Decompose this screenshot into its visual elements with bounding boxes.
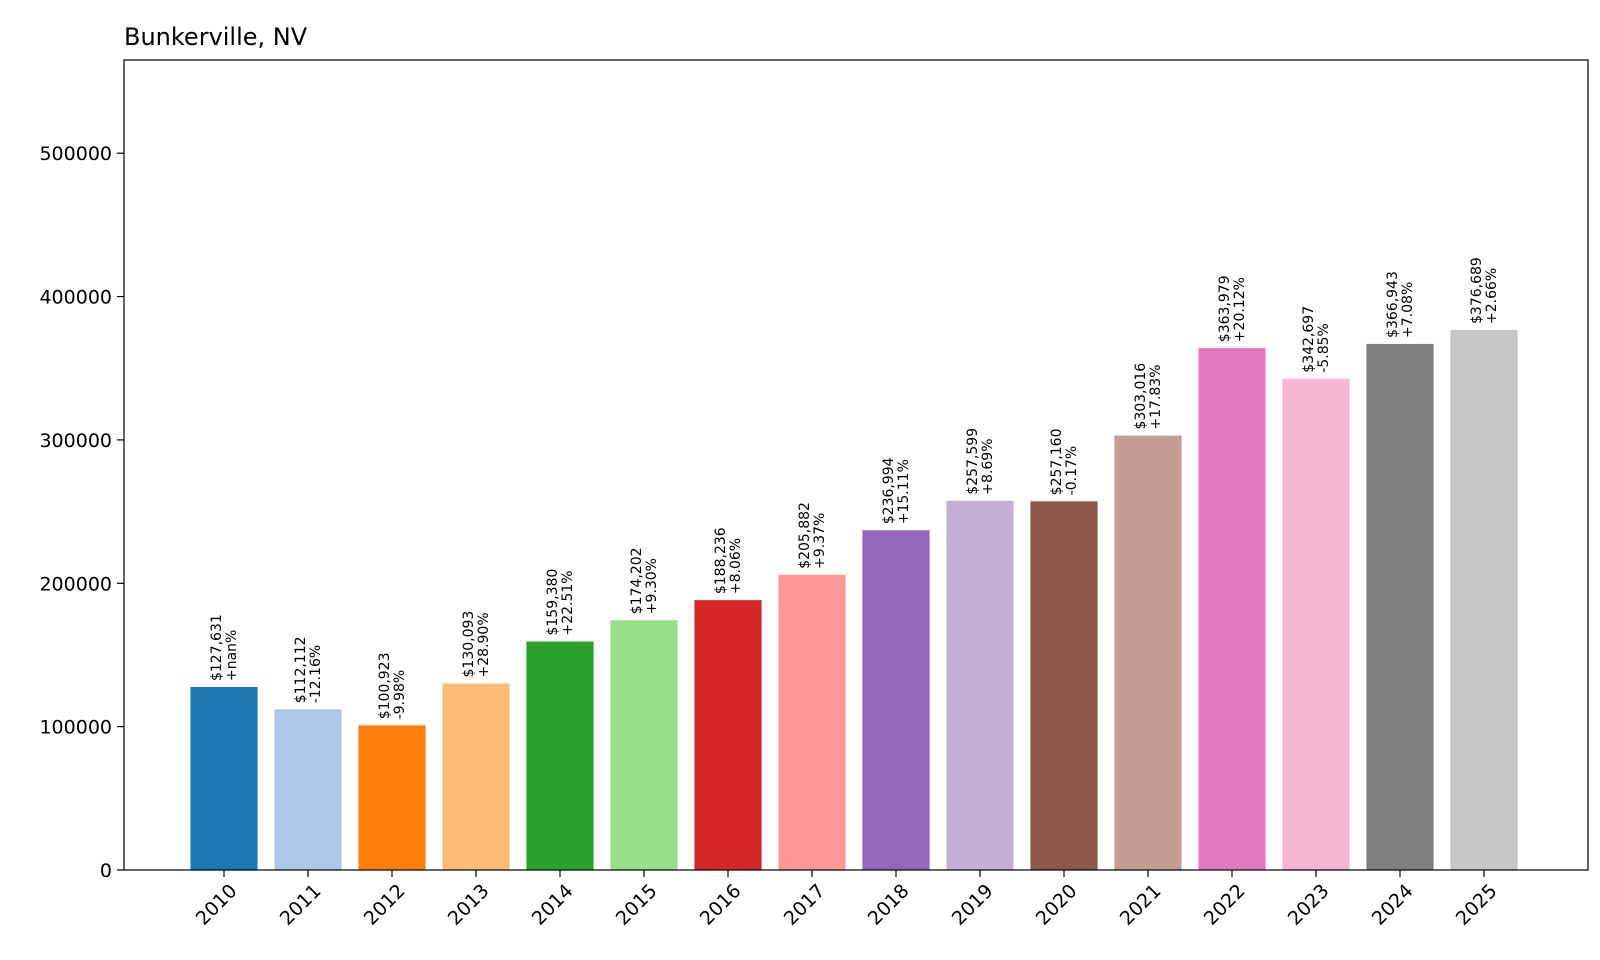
y-tick-label: 500000 (39, 143, 112, 165)
bar-value-label-2017: $205,882+9.37% (797, 502, 828, 569)
bar-value-change: +17.83% (1148, 364, 1164, 429)
y-tick-label: 400000 (39, 287, 112, 309)
bar-value-label-2013: $130,093+28.90% (461, 611, 492, 678)
x-tick-label: 2017 (780, 880, 830, 930)
bar-value-change: +nan% (224, 630, 240, 681)
x-tick-label: 2025 (1452, 880, 1502, 930)
bar-value-label-2011: $112,112-12.16% (293, 636, 324, 703)
bar-2011 (274, 709, 342, 870)
bar-value-label-2014: $159,380+22.51% (545, 569, 576, 636)
bar-value-amount: $205,882 (797, 502, 813, 569)
bar-value-amount: $303,016 (1133, 363, 1149, 430)
chart-title: Bunkerville, NV (124, 23, 308, 51)
y-tick-label: 100000 (39, 717, 112, 739)
bar-value-change: +8.06% (728, 538, 744, 594)
x-tick-label: 2023 (1284, 880, 1334, 930)
bar-value-label-2024: $366,943+7.08% (1385, 271, 1416, 338)
bar-2021 (1114, 435, 1182, 870)
bar-value-amount: $174,202 (629, 547, 645, 614)
bar-value-amount: $127,631 (209, 614, 225, 681)
bar-value-label-2015: $174,202+9.30% (629, 547, 660, 614)
plot-frame (123, 59, 1589, 871)
bar-value-change: -5.85% (1316, 323, 1332, 373)
bar-2018 (862, 530, 930, 870)
x-tick-label: 2016 (696, 880, 746, 930)
bar-value-amount: $257,599 (965, 428, 981, 495)
x-tick-label: 2010 (192, 880, 242, 930)
x-tick-label: 2014 (528, 880, 578, 930)
bar-2023 (1282, 378, 1350, 870)
bar-value-label-2018: $236,994+15.11% (881, 457, 912, 524)
bar-value-label-2010: $127,631+nan% (209, 614, 240, 681)
x-tick-label: 2022 (1200, 880, 1250, 930)
bar-value-amount: $188,236 (713, 527, 729, 594)
bar-value-amount: $257,160 (1049, 429, 1065, 496)
bar-2025 (1450, 329, 1518, 871)
bar-2015 (610, 620, 678, 870)
bar-2024 (1366, 343, 1434, 870)
bar-value-label-2021: $303,016+17.83% (1133, 363, 1164, 430)
x-tick-label: 2020 (1032, 880, 1082, 930)
bar-value-change: +8.69% (980, 438, 996, 494)
x-tick-label: 2021 (1116, 880, 1166, 930)
bar-value-change: +2.66% (1484, 268, 1500, 324)
bar-value-change: +28.90% (476, 612, 492, 677)
bar-2014 (526, 641, 594, 870)
bar-2012 (358, 725, 426, 870)
bar-labels-layer: $127,631+nan% $112,112-12.16% $100,923-9.9… (209, 257, 1500, 719)
bar-value-change: +22.51% (560, 570, 576, 635)
bar-value-amount: $112,112 (293, 636, 309, 703)
bar-value-change: +15.11% (896, 459, 912, 524)
bar-2013 (442, 683, 510, 870)
bar-value-label-2012: $100,923-9.98% (377, 652, 408, 719)
y-tick-label: 300000 (39, 430, 112, 452)
bar-value-change: +9.37% (812, 513, 828, 569)
bar-value-label-2022: $363,979+20.12% (1217, 275, 1248, 342)
bar-value-amount: $159,380 (545, 569, 561, 636)
bar-value-change: +20.12% (1232, 277, 1248, 342)
bar-value-change: -9.98% (392, 670, 408, 720)
bar-2016 (694, 600, 762, 870)
bars-layer (190, 329, 1518, 871)
bar-value-change: +9.30% (644, 558, 660, 614)
bar-2019 (946, 500, 1014, 870)
bar-value-label-2019: $257,599+8.69% (965, 428, 996, 495)
bar-value-label-2020: $257,160-0.17% (1049, 429, 1080, 496)
bar-2022 (1198, 348, 1266, 870)
bar-value-label-2025: $376,689+2.66% (1469, 257, 1500, 324)
x-tick-label: 2018 (864, 880, 914, 930)
x-tick-label: 2015 (612, 880, 662, 930)
y-tick-label: 200000 (39, 573, 112, 595)
bar-2010 (190, 687, 258, 870)
x-tick-label: 2019 (948, 880, 998, 930)
bar-value-label-2016: $188,236+8.06% (713, 527, 744, 594)
bar-value-amount: $236,994 (881, 457, 897, 524)
bar-value-change: -0.17% (1064, 446, 1080, 496)
bar-2017 (778, 574, 846, 870)
bar-value-amount: $100,923 (377, 652, 393, 719)
bar-value-label-2023: $342,697-5.85% (1301, 306, 1332, 373)
bar-value-change: +7.08% (1400, 282, 1416, 338)
bar-value-change: -12.16% (308, 645, 324, 703)
x-axis: 2010 2011 2012 2013 2014 2015 2016 2017 2018 2019… (192, 870, 1502, 930)
bar-value-amount: $363,979 (1217, 275, 1233, 342)
bar-value-amount: $342,697 (1301, 306, 1317, 373)
bar-value-amount: $376,689 (1469, 257, 1485, 324)
x-tick-label: 2013 (444, 880, 494, 930)
bar-value-amount: $130,093 (461, 611, 477, 678)
y-axis: 0 100000 200000 300000 400000 500000 (39, 143, 124, 882)
x-tick-label: 2024 (1368, 880, 1418, 930)
x-tick-label: 2012 (360, 880, 410, 930)
bar-value-amount: $366,943 (1385, 271, 1401, 338)
y-tick-label: 0 (100, 860, 112, 882)
bar-2020 (1030, 501, 1098, 870)
x-tick-label: 2011 (276, 880, 326, 930)
